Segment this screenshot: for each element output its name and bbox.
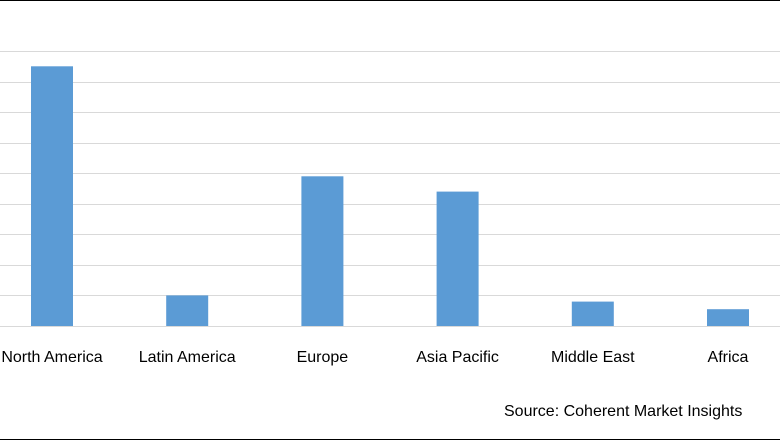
category-labels: North America Latin America Europe Asia Pac… (1, 349, 748, 366)
bar-north-america (31, 66, 73, 327)
bars (31, 66, 749, 327)
bar-middle-east (571, 301, 614, 326)
bar-africa (707, 309, 749, 326)
category-label: Latin America (139, 349, 236, 366)
category-label: Middle East (551, 349, 635, 366)
bar-europe (301, 176, 344, 326)
bar-latin-america (166, 295, 209, 326)
category-label: Africa (708, 349, 749, 366)
bar-asia-pacific (436, 191, 479, 326)
category-label: North America (1, 349, 102, 366)
category-label: Europe (297, 349, 349, 366)
gridlines (0, 51, 780, 296)
category-label: Asia Pacific (416, 349, 499, 366)
source-note: Source: Coherent Market Insights (504, 403, 743, 420)
